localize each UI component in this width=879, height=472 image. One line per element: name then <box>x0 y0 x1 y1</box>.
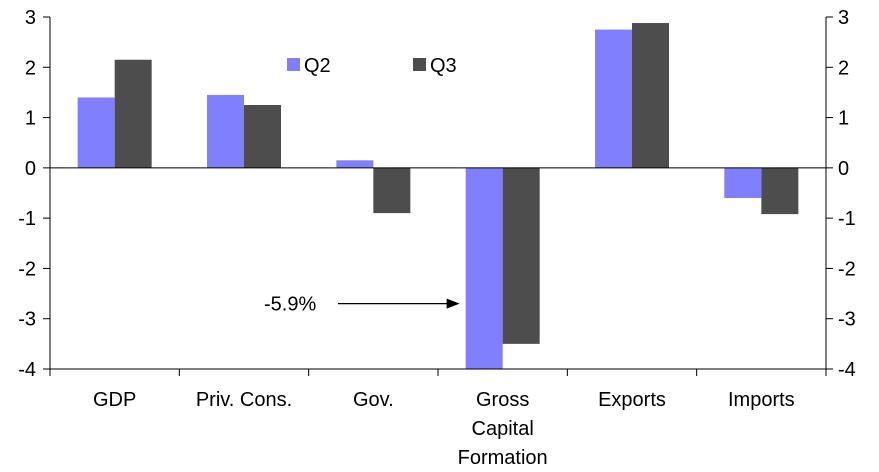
category-label-gross-capital-formation: Gross Capital Formation <box>458 389 548 469</box>
right-tick-label: 2 <box>838 57 849 79</box>
bar-q3-gdp <box>114 59 152 168</box>
left-tick-label: 0 <box>25 158 36 180</box>
left-tick-label: -3 <box>18 309 36 331</box>
bars-group <box>77 23 799 369</box>
left-tick-label: -4 <box>18 359 36 381</box>
bar-q2-gross-capital-formation <box>465 167 503 369</box>
right-tick-label: 1 <box>838 108 849 130</box>
bar-q3-gov <box>373 167 411 214</box>
axes-group: -4 -4 -3 -3 -2 -2 -1 -1 0 0 1 1 2 2 3 3 GDP Priv. Cons. Go… <box>18 7 856 469</box>
legend-label-q3: Q3 <box>430 55 457 77</box>
annotation-group: -5.9% <box>264 294 460 316</box>
left-tick-label: 3 <box>25 7 36 29</box>
right-tick-label: -1 <box>838 208 856 230</box>
right-tick-label: -4 <box>838 359 856 381</box>
bar-q2-imports <box>724 167 762 199</box>
bar-q2-priv-cons <box>207 94 244 168</box>
left-tick-label: -1 <box>18 208 36 230</box>
left-tick-label: 2 <box>25 57 36 79</box>
right-tick-label: 3 <box>838 7 849 29</box>
annotation-label: -5.9% <box>264 294 316 316</box>
legend-label-q2: Q2 <box>304 55 331 77</box>
bar-q3-imports <box>761 167 799 215</box>
legend-swatch-q2 <box>287 58 300 71</box>
left-tick-label: 1 <box>25 108 36 130</box>
bar-q3-priv-cons <box>244 105 281 168</box>
category-label-exports: Exports <box>598 389 666 411</box>
bar-q3-gross-capital-formation <box>502 167 540 344</box>
category-label-imports: Imports <box>728 389 795 411</box>
bar-q2-gov <box>336 160 374 168</box>
category-label-gov: Gov. <box>353 389 394 411</box>
legend-swatch-q3 <box>413 58 426 71</box>
annotation-arrow-head <box>446 298 460 309</box>
legend: Q2 Q3 <box>287 55 457 77</box>
bar-q2-gdp <box>77 97 115 168</box>
right-tick-label: -2 <box>838 258 856 280</box>
bar-q2-exports <box>595 29 632 168</box>
right-tick-label: -3 <box>838 309 856 331</box>
category-label-gdp: GDP <box>93 389 136 411</box>
category-label-priv-cons: Priv. Cons. <box>196 389 292 411</box>
left-tick-label: -2 <box>18 258 36 280</box>
right-tick-label: 0 <box>838 158 849 180</box>
bar-q3-exports <box>632 23 669 168</box>
